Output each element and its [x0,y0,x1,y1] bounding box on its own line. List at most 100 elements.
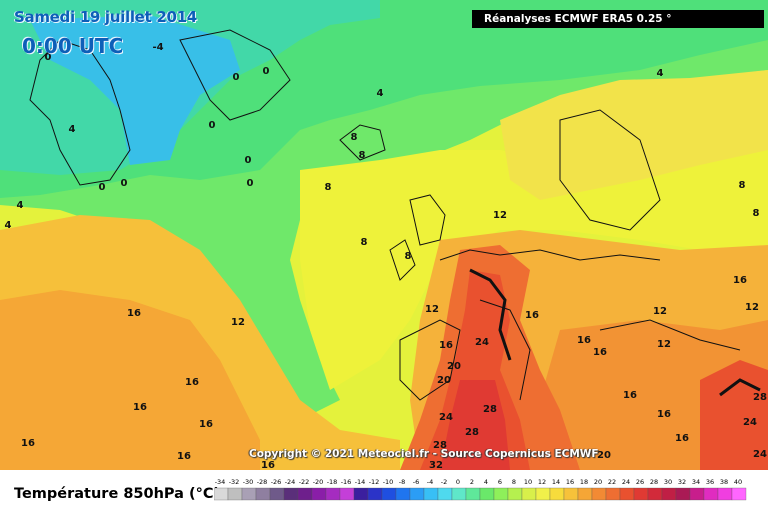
contour-label: -4 [152,42,163,53]
legend-tick: -12 [369,478,380,486]
contour-label: 16 [733,275,747,286]
legend-tick: -16 [341,478,352,486]
legend-tick: -8 [399,478,405,486]
legend-swatch [521,487,537,501]
legend-tick: 22 [608,478,616,486]
contour-label: 16 [199,419,213,430]
contour-label: 24 [743,417,757,428]
legend-tick: 16 [566,478,574,486]
legend-swatch [717,487,733,501]
legend-tick: -28 [257,478,268,486]
legend-tick: -32 [229,478,240,486]
legend-tick: 12 [538,478,546,486]
legend-swatch [283,487,299,501]
contour-label: 0 [121,178,128,189]
contour-label: 8 [739,180,746,191]
legend-swatch [269,487,285,501]
temperature-map: -4 0 0 0 0 0 0 0 0 4 4 4 4 4 8 8 8 8 8 8 8 12 12 12 12 12 12 16 16 16… [0,0,768,470]
legend-swatch [339,487,355,501]
contour-label: 24 [475,337,489,348]
contour-label: 28 [753,392,767,403]
legend-swatch [241,487,257,501]
legend-tick: 4 [484,478,488,486]
contour-label: 28 [465,427,479,438]
legend-tick: -30 [243,478,254,486]
legend-tick: -14 [355,478,366,486]
map-time: 0:00 UTC [22,34,124,58]
contour-label: 12 [657,339,671,350]
legend-tick: -10 [383,478,394,486]
legend-title: Température 850hPa (°C) [14,486,221,502]
contour-label: 0 [45,52,52,63]
thick-contour [469,268,512,361]
legend-tick: 0 [456,478,460,486]
contour-label: 0 [99,182,106,193]
legend-tick: -22 [299,478,310,486]
legend-swatch [381,487,397,501]
contour-label: 16 [21,438,35,449]
contour-label: 4 [5,220,12,231]
contour-label: 12 [653,306,667,317]
contour-label: 4 [17,200,24,211]
contour-label: 0 [209,120,216,131]
legend-tick: 10 [524,478,532,486]
zone-16-20-atlantic [0,290,260,470]
legend-swatch [577,487,593,501]
legend-tick: -26 [271,478,282,486]
legend-tick: -18 [327,478,338,486]
legend-swatch [507,487,523,501]
contour-label: 0 [233,72,240,83]
contour-label: 28 [433,440,447,451]
legend-swatch [675,487,691,501]
legend-swatch [549,487,565,501]
legend-swatch [255,487,271,501]
legend-swatch [437,487,453,501]
legend-swatch [689,487,705,501]
contour-label: 16 [127,308,141,319]
legend-swatch [535,487,551,501]
contour-label: 16 [657,409,671,420]
legend-swatch [465,487,481,501]
contour-label: 12 [493,210,507,221]
contour-label: 16 [439,340,453,351]
legend-swatch [395,487,411,501]
legend-tick: -6 [413,478,419,486]
contour-label: 32 [429,460,443,470]
contour-label: 24 [753,449,767,460]
contour-label: 0 [245,155,252,166]
legend-swatch [409,487,425,501]
legend-swatch [605,487,621,501]
legend-swatch [703,487,719,501]
legend-tick: 14 [552,478,560,486]
legend-color-scale: -34 -32 -30 -28 -26 -24 -22 -20 -18 -16 -14 -12 -10-… [214,478,747,501]
legend-swatch [451,487,467,501]
contour-label: 8 [405,251,412,262]
legend-tick: 26 [636,478,644,486]
contour-label: 16 [525,310,539,321]
legend-tick: 36 [706,478,714,486]
legend-swatch [731,487,747,501]
legend-swatch [633,487,649,501]
legend-tick: -34 [215,478,226,486]
contour-label: 0 [263,66,270,77]
contour-label: 28 [483,404,497,415]
contour-label: 8 [753,208,760,219]
contour-label: 20 [447,361,461,372]
legend-swatch [367,487,383,501]
legend-tick: 32 [678,478,686,486]
contour-label: 12 [231,317,245,328]
contour-label: 16 [261,460,275,470]
contour-label: 8 [325,182,332,193]
legend-swatch [325,487,341,501]
contour-label: 4 [69,124,76,135]
coastlines [29,29,741,401]
contour-label: 16 [177,451,191,462]
legend-tick: -24 [285,478,296,486]
zone-28-32-plume [440,380,510,470]
legend-tick: -4 [427,478,433,486]
legend-swatch [311,487,327,501]
contour-label: 4 [657,68,664,79]
legend-swatch [227,487,243,501]
